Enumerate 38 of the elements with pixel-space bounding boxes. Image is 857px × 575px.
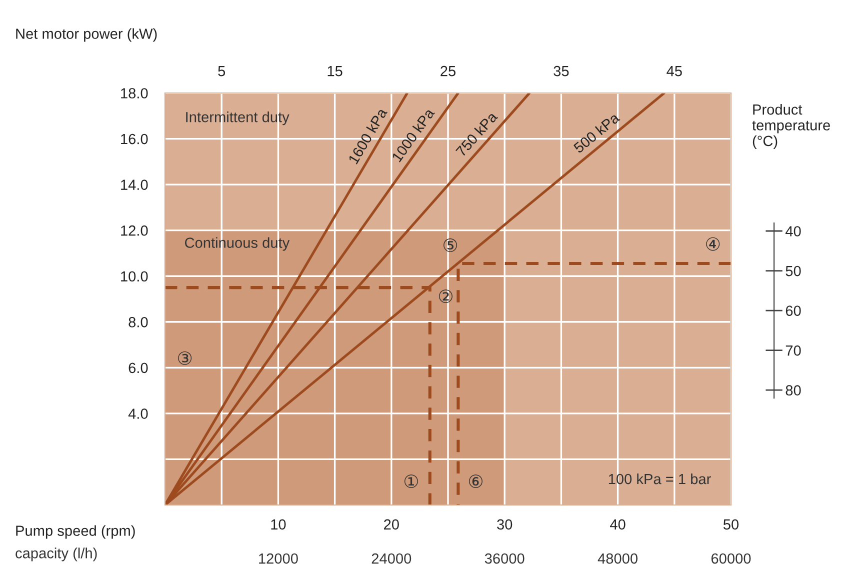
text: 36000 bbox=[484, 553, 524, 564]
y-tick-label: 12.0 bbox=[121, 225, 148, 236]
x2-tick-label: 45 bbox=[666, 66, 682, 76]
y-tick-label: 6.0 bbox=[128, 362, 148, 374]
annotation: ④ bbox=[706, 237, 720, 251]
x-tick-label: 30 bbox=[497, 519, 512, 530]
x-tick-label: 10 bbox=[271, 519, 286, 530]
annotation: ① bbox=[404, 474, 418, 488]
y2-tick-label: 70 bbox=[786, 345, 801, 356]
x2-tick-label: 5 bbox=[218, 66, 226, 76]
y-tick-label: 4.0 bbox=[128, 408, 148, 419]
annotation: ⑥ bbox=[468, 474, 482, 488]
y2-tick-label: 80 bbox=[786, 385, 801, 396]
text: 750 kPa bbox=[455, 110, 498, 158]
y-tick-label: 16.0 bbox=[121, 134, 148, 144]
text: 48000 bbox=[598, 553, 638, 564]
x2-tick-label: 15 bbox=[328, 66, 342, 76]
x-tick-label: 40 bbox=[610, 519, 626, 530]
text: 12000 bbox=[259, 553, 298, 564]
y-tick-label: 18.0 bbox=[121, 88, 148, 98]
text: 24000 bbox=[372, 553, 412, 564]
x-tick-label: 50 bbox=[723, 519, 739, 530]
y-tick-label: 10.0 bbox=[121, 271, 148, 282]
x-axis-title: Pump speed (rpm) bbox=[16, 525, 135, 539]
y-tick-label: 14.0 bbox=[121, 180, 148, 190]
y2-tick-label: 60 bbox=[786, 306, 801, 316]
y2-tick-label: 40 bbox=[786, 226, 801, 236]
text: 60000 bbox=[711, 553, 751, 564]
text: capacity (l/h) bbox=[16, 548, 97, 562]
y2-tick-label: 50 bbox=[786, 266, 801, 276]
text: 500 kPa bbox=[572, 112, 620, 154]
y-axis-title: Net motor power (kW) bbox=[16, 28, 157, 42]
x2-tick-label: 35 bbox=[554, 66, 569, 76]
y-tick-label: 8.0 bbox=[128, 316, 148, 328]
x-tick-label: 20 bbox=[384, 519, 399, 530]
y2-axis-title: Product temperature (°C) bbox=[752, 104, 830, 150]
annotation: ③ bbox=[178, 351, 192, 365]
x2-tick-label: 25 bbox=[440, 66, 456, 76]
